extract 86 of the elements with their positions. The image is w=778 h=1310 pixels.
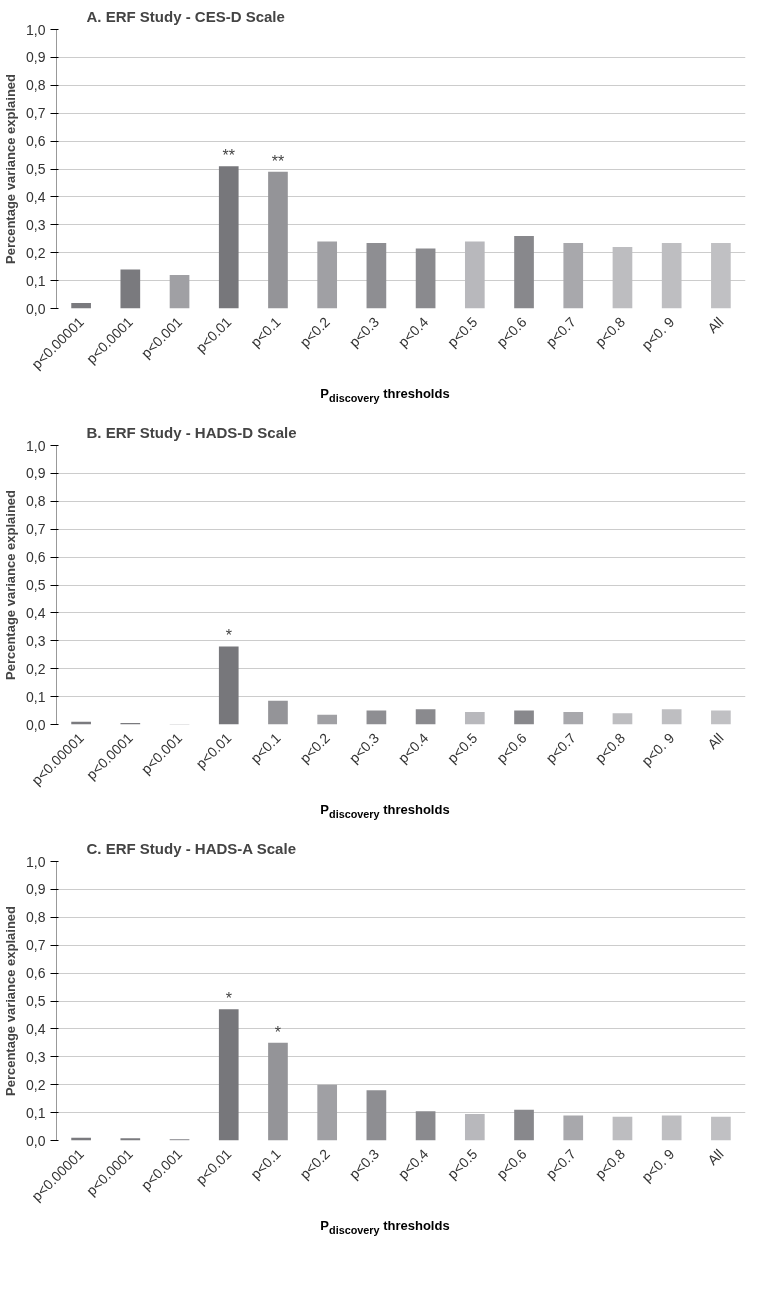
y-tick-label: 1,0 [26, 437, 46, 454]
bar [71, 302, 91, 309]
bar [268, 171, 288, 309]
bar [711, 710, 731, 725]
bar [612, 247, 633, 309]
bar [268, 1042, 288, 1141]
bar [317, 241, 338, 309]
annotation: * [274, 1023, 282, 1041]
bar [218, 646, 239, 725]
x-axis-title: P$_{discovery}$ thresholds [319, 1217, 451, 1238]
y-tick-label: 0,5 [26, 993, 46, 1009]
y-tick-label: 0,0 [26, 1132, 46, 1149]
annotation: * [225, 627, 232, 645]
bar [120, 269, 141, 309]
annotation: ** [271, 152, 285, 170]
x-axis-title: P$_{discovery}$ thresholds [319, 385, 451, 406]
x-tick-label: All [704, 313, 727, 337]
y-tick-label: 0,1 [26, 1104, 46, 1121]
bar [169, 275, 190, 309]
bar [563, 242, 584, 309]
x-axis-title: P$_{discovery}$ thresholds [319, 801, 451, 822]
y-tick-label: 0,7 [26, 937, 46, 954]
y-tick-label: 0,5 [26, 161, 46, 177]
bar [612, 713, 633, 725]
y-tick-label: 0,5 [26, 577, 46, 593]
annotation: * [225, 990, 232, 1008]
y-tick-label: 0,7 [26, 521, 46, 538]
y-tick-label: 0,0 [26, 300, 46, 317]
bar [415, 709, 436, 725]
y-axis-title: Percentage variance explained [3, 905, 19, 1097]
y-tick-label: 0,0 [26, 716, 46, 733]
y-tick-label: 0,9 [26, 465, 46, 482]
y-tick-label: 1,0 [26, 21, 46, 38]
y-tick-label: 0,3 [26, 216, 46, 233]
bar [415, 248, 436, 309]
y-tick-label: 0,8 [26, 77, 46, 94]
bar [120, 1138, 141, 1141]
chart-title: A. ERF Study - CES-D Scale [86, 7, 285, 25]
x-tick-label: All [704, 729, 727, 753]
bar [661, 709, 682, 725]
y-tick-label: 1,0 [26, 853, 46, 870]
y-tick-label: 0,9 [26, 881, 46, 898]
bar [661, 242, 682, 309]
bar [464, 241, 485, 309]
bar [563, 1115, 584, 1141]
bar [514, 235, 534, 309]
bar [464, 1113, 485, 1141]
y-tick-label: 0,4 [26, 1020, 46, 1037]
bar [268, 700, 288, 725]
bar [464, 711, 485, 725]
y-axis-title: Percentage variance explained [3, 73, 19, 265]
y-tick-label: 0,2 [26, 244, 46, 261]
bar [563, 711, 584, 725]
y-tick-label: 0,2 [26, 1076, 46, 1093]
annotation: ** [222, 147, 235, 165]
y-tick-label: 0,1 [26, 688, 46, 705]
bar [366, 1090, 387, 1141]
y-tick-label: 0,6 [26, 549, 46, 566]
bar [711, 1116, 731, 1141]
y-tick-label: 0,8 [26, 493, 46, 510]
y-tick-label: 0,4 [26, 188, 46, 205]
bar [415, 1111, 436, 1141]
y-tick-label: 0,6 [26, 133, 46, 150]
x-tick-label: All [704, 1145, 727, 1169]
bar [366, 710, 387, 725]
y-tick-label: 0,6 [26, 965, 46, 982]
bar [514, 1109, 534, 1141]
y-tick-label: 0,8 [26, 909, 46, 926]
y-tick-label: 0,4 [26, 604, 46, 621]
y-tick-label: 0,3 [26, 1048, 46, 1065]
bar [317, 714, 338, 725]
y-axis-title: Percentage variance explained [3, 489, 19, 681]
y-tick-label: 0,3 [26, 632, 46, 649]
bar [218, 1009, 239, 1141]
y-tick-label: 0,7 [26, 105, 46, 122]
bar [661, 1115, 682, 1141]
y-tick-label: 0,9 [26, 49, 46, 66]
y-tick-label: 0,2 [26, 660, 46, 677]
chart-title: B. ERF Study - HADS-D Scale [86, 423, 297, 441]
y-tick-label: 0,1 [26, 272, 46, 289]
chart-title: C. ERF Study - HADS-A Scale [86, 839, 296, 857]
bar [514, 710, 534, 725]
bar [317, 1084, 338, 1141]
bar [218, 166, 239, 309]
bar [366, 242, 387, 309]
bar [612, 1116, 633, 1141]
